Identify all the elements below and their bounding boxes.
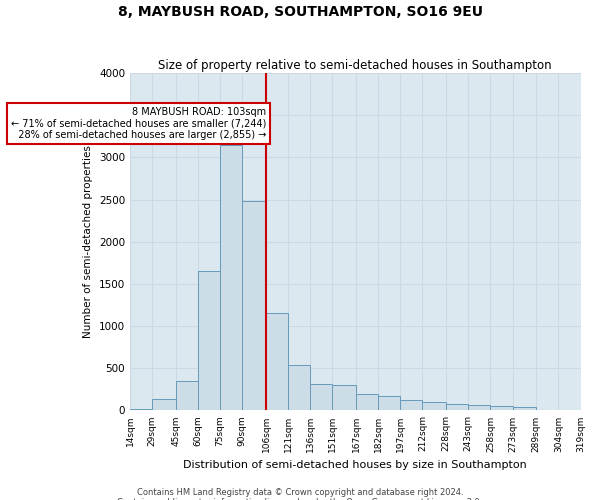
Bar xyxy=(422,402,446,410)
Bar xyxy=(176,381,198,410)
Bar xyxy=(332,384,356,410)
Y-axis label: Number of semi-detached properties: Number of semi-detached properties xyxy=(83,146,94,338)
Bar xyxy=(220,145,242,410)
Bar xyxy=(356,394,378,410)
Bar xyxy=(266,314,288,410)
Title: Size of property relative to semi-detached houses in Southampton: Size of property relative to semi-detach… xyxy=(158,59,552,72)
Bar xyxy=(130,408,152,410)
Bar xyxy=(446,404,468,410)
Bar xyxy=(468,406,490,410)
Text: Contains HM Land Registry data © Crown copyright and database right 2024.: Contains HM Land Registry data © Crown c… xyxy=(137,488,463,497)
Text: 8, MAYBUSH ROAD, SOUTHAMPTON, SO16 9EU: 8, MAYBUSH ROAD, SOUTHAMPTON, SO16 9EU xyxy=(118,5,482,19)
Bar xyxy=(242,202,266,410)
Bar xyxy=(152,400,176,410)
Bar xyxy=(198,272,220,410)
Bar xyxy=(400,400,422,410)
Bar xyxy=(288,365,310,410)
Bar xyxy=(310,384,332,410)
Text: Contains public sector information licensed under the Open Government Licence v3: Contains public sector information licen… xyxy=(118,498,482,500)
Bar xyxy=(512,407,536,410)
Text: 8 MAYBUSH ROAD: 103sqm
← 71% of semi-detached houses are smaller (7,244)
  28% o: 8 MAYBUSH ROAD: 103sqm ← 71% of semi-det… xyxy=(11,107,266,140)
X-axis label: Distribution of semi-detached houses by size in Southampton: Distribution of semi-detached houses by … xyxy=(184,460,527,470)
Bar xyxy=(490,406,512,410)
Bar xyxy=(378,396,400,410)
